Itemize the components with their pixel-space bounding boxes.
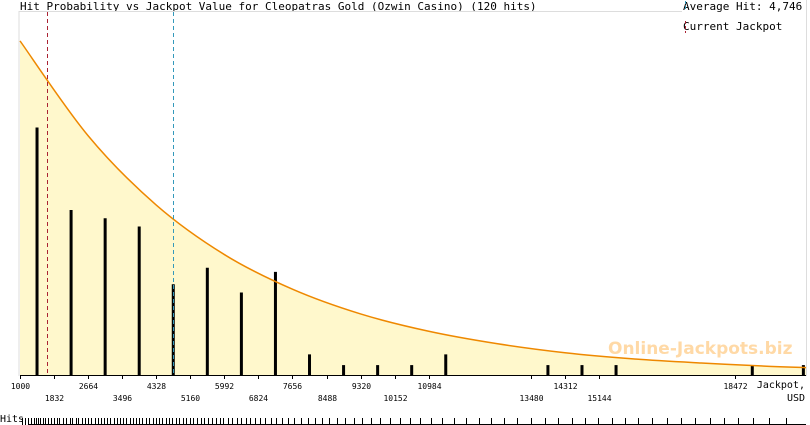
x-tick-label-7656: 7656 xyxy=(283,382,302,391)
legend-average-label: Average Hit: 4,746 xyxy=(683,0,803,13)
bar-16 xyxy=(614,365,618,375)
legend-current-jackpot: Current Jackpot xyxy=(683,20,782,33)
legend-average-hit: Average Hit: 4,746 xyxy=(683,0,802,13)
x-tick-label-18472: 18472 xyxy=(723,382,747,391)
x-tick-label-5992: 5992 xyxy=(215,382,234,391)
x-tick-label-10984: 10984 xyxy=(417,382,441,391)
x-tick-label-15144: 15144 xyxy=(587,394,611,403)
x-tick-label-3496: 3496 xyxy=(113,394,132,403)
x-tick-label-14312: 14312 xyxy=(553,382,577,391)
bar-13 xyxy=(444,354,448,375)
bar-9 xyxy=(308,354,312,375)
x-axis-unit: Jackpot, USD xyxy=(740,380,805,404)
bar-18 xyxy=(801,365,805,375)
bar-4 xyxy=(137,226,141,375)
bar-15 xyxy=(580,365,584,375)
curve-fill-area xyxy=(20,40,806,375)
x-axis-unit-top: Jackpot, xyxy=(756,380,805,391)
x-tick-label-1832: 1832 xyxy=(45,394,64,403)
x-tick-label-2664: 2664 xyxy=(79,382,98,391)
x-tick-label-5160: 5160 xyxy=(181,394,200,403)
legend-current-label: Current Jackpot xyxy=(683,20,783,33)
bar-14 xyxy=(546,365,550,375)
bar-3 xyxy=(103,218,107,375)
x-tick-label-4328: 4328 xyxy=(147,382,166,391)
bar-10 xyxy=(342,365,346,375)
watermark: Online-Jackpots.biz xyxy=(608,339,793,359)
x-tick-label-8488: 8488 xyxy=(318,394,337,403)
chart-title: Hit Probability vs Jackpot Value for Cle… xyxy=(20,0,537,13)
x-tick-label-6824: 6824 xyxy=(249,394,268,403)
bar-6 xyxy=(205,267,209,375)
probability-curve xyxy=(19,40,807,369)
bar-2 xyxy=(69,210,73,375)
x-tick-label-10152: 10152 xyxy=(383,394,407,403)
bar-7 xyxy=(239,292,243,375)
hits-label: Hits xyxy=(0,414,25,425)
x-tick-label-9320: 9320 xyxy=(352,382,371,391)
bar-8 xyxy=(273,271,277,375)
x-axis-unit-bottom: USD xyxy=(786,393,805,404)
bar-17 xyxy=(750,365,754,375)
x-tick-label-1000: 1000 xyxy=(11,382,30,391)
bar-1 xyxy=(35,127,39,375)
bar-12 xyxy=(410,365,414,375)
bar-11 xyxy=(376,365,380,375)
x-tick-label-13480: 13480 xyxy=(519,394,543,403)
